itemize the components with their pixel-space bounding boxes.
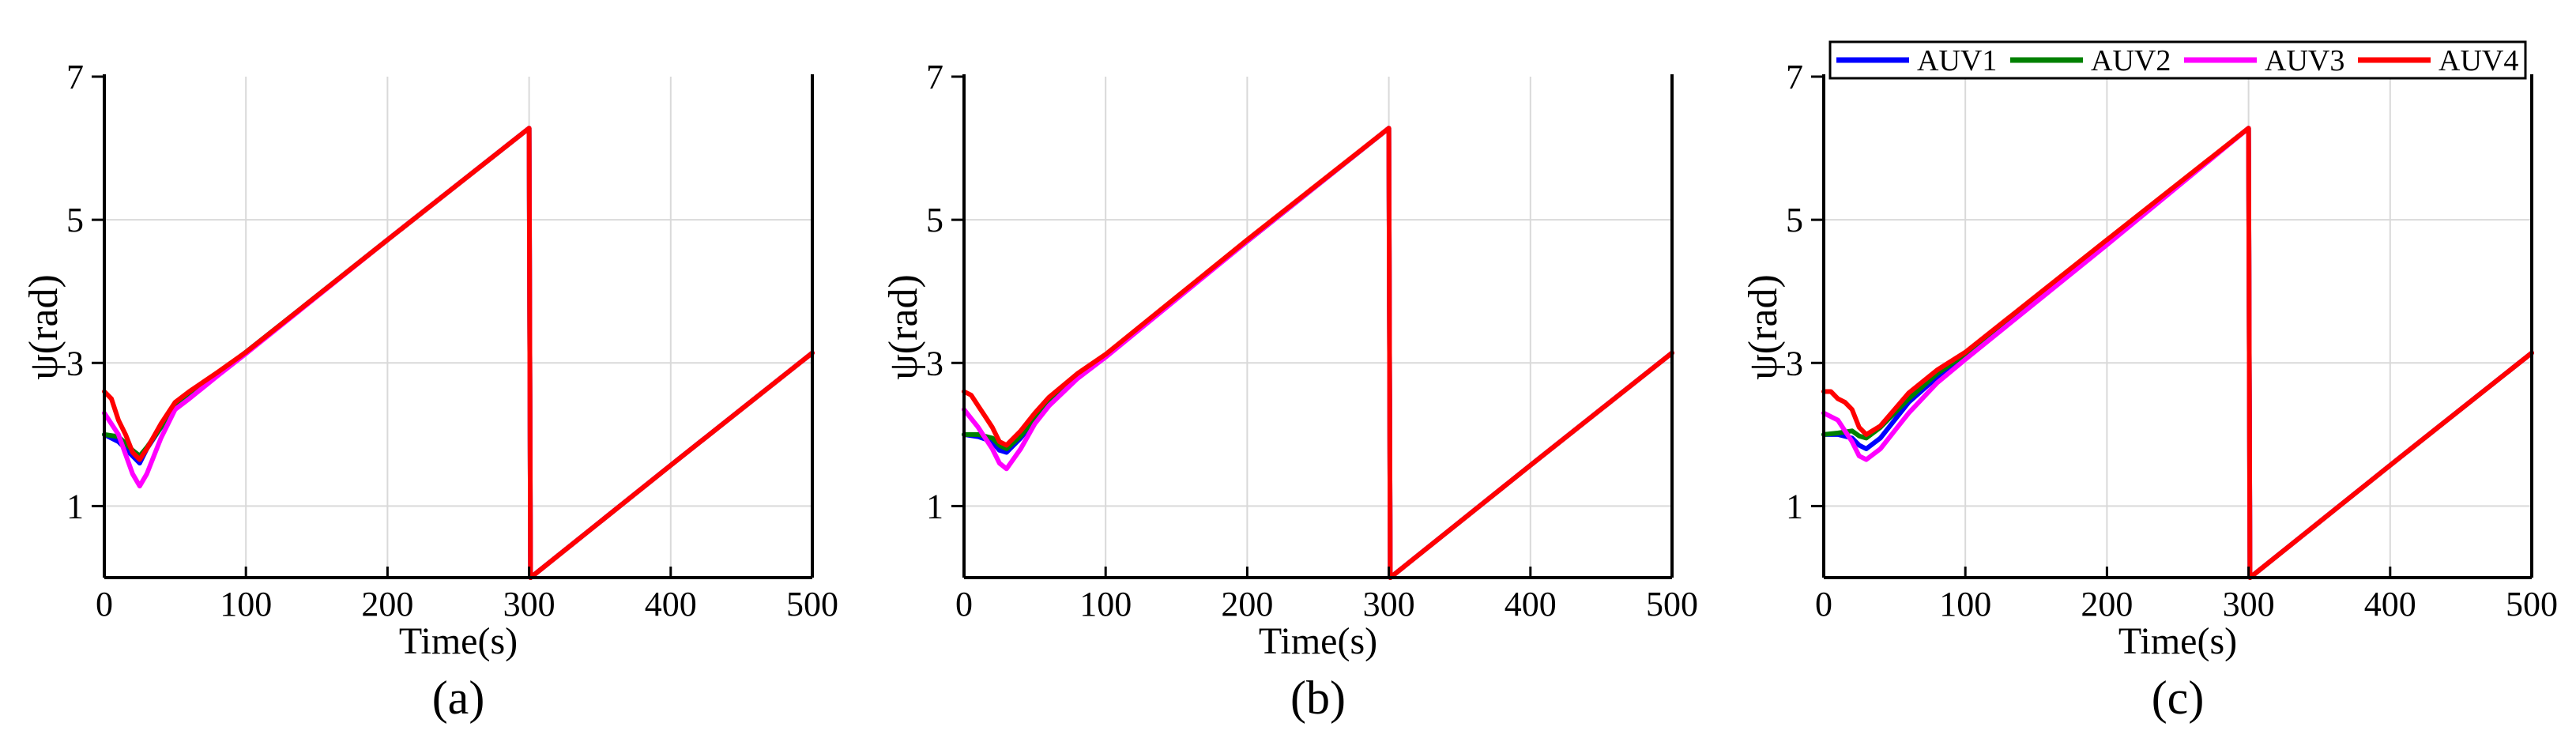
x-tick-label: 200 — [2081, 585, 2133, 623]
legend-label-auv4: AUV4 — [2439, 44, 2518, 77]
panel-caption-c: (c) — [2152, 672, 2205, 724]
series-line-auv1 — [1821, 126, 2534, 580]
x-tick-label: 300 — [503, 585, 555, 623]
chart-panel-a: 0 100 200 300 400 500 1 3 5 7 Time(s) ψ(rad) — [21, 58, 838, 662]
x-tick-label: 500 — [2506, 585, 2558, 623]
series-line-auv3 — [102, 126, 815, 580]
y-tick-label: 1 — [66, 487, 84, 525]
series-line-auv1 — [102, 126, 815, 580]
x-axis-label: Time(s) — [1259, 620, 1377, 662]
x-tick-label: 400 — [1505, 585, 1557, 623]
series-line-auv2 — [1821, 126, 2534, 580]
x-tick-label: 300 — [1363, 585, 1415, 623]
y-axis-label: ψ(rad) — [881, 274, 926, 380]
y-tick-label: 7 — [66, 58, 84, 96]
x-tick-label: 500 — [786, 585, 838, 623]
x-axis-label: Time(s) — [399, 620, 518, 662]
x-tick-label: 0 — [96, 585, 113, 623]
y-tick-label: 7 — [926, 58, 943, 96]
series-line-auv3 — [1821, 126, 2534, 580]
y-tick-label: 1 — [926, 487, 943, 525]
x-tick-label: 200 — [361, 585, 413, 623]
legend-label-auv1: AUV1 — [1917, 44, 1997, 77]
legend-box — [1828, 40, 2527, 80]
y-tick-label: 7 — [1786, 58, 1803, 96]
y-tick-label: 3 — [1786, 344, 1803, 382]
y-tick-label: 5 — [1786, 201, 1803, 239]
x-tick-label: 400 — [2364, 585, 2416, 623]
series-line-auv2 — [962, 126, 1674, 580]
x-tick-label: 0 — [955, 585, 973, 623]
chart-panel-b: 0 100 200 300 400 500 1 3 5 7 Time(s) ψ(rad) — [881, 58, 1698, 662]
x-tick-label: 100 — [1939, 585, 1991, 623]
y-tick-label: 1 — [1786, 487, 1803, 525]
x-tick-label: 200 — [1221, 585, 1273, 623]
x-axis-label: Time(s) — [2118, 620, 2237, 662]
y-axis-label: ψ(rad) — [1741, 274, 1786, 380]
legend-label-auv3: AUV3 — [2265, 44, 2344, 77]
y-tick-label: 3 — [66, 344, 84, 382]
y-tick-label: 5 — [66, 201, 84, 239]
x-tick-label: 300 — [2223, 585, 2275, 623]
x-tick-label: 400 — [645, 585, 697, 623]
panel-caption-a: (a) — [432, 672, 485, 724]
y-tick-label: 3 — [926, 344, 943, 382]
legend-label-auv2: AUV2 — [2091, 44, 2171, 77]
chart-panel-c: 0 100 200 300 400 500 1 3 5 7 Time(s) ψ(rad) AUV1 AUV… — [1741, 40, 2558, 662]
series-line-auv4 — [1821, 126, 2534, 580]
series-line-auv4 — [102, 126, 815, 580]
series-line-auv1 — [962, 126, 1674, 580]
x-tick-label: 500 — [1646, 585, 1698, 623]
x-tick-label: 0 — [1815, 585, 1832, 623]
x-tick-label: 100 — [1079, 585, 1132, 623]
x-tick-label: 100 — [220, 585, 272, 623]
series-line-auv2 — [102, 126, 815, 580]
y-axis-label: ψ(rad) — [21, 274, 66, 380]
series-line-auv3 — [962, 126, 1674, 580]
y-tick-label: 5 — [926, 201, 943, 239]
series-line-auv4 — [962, 126, 1674, 580]
panel-caption-b: (b) — [1290, 672, 1346, 724]
